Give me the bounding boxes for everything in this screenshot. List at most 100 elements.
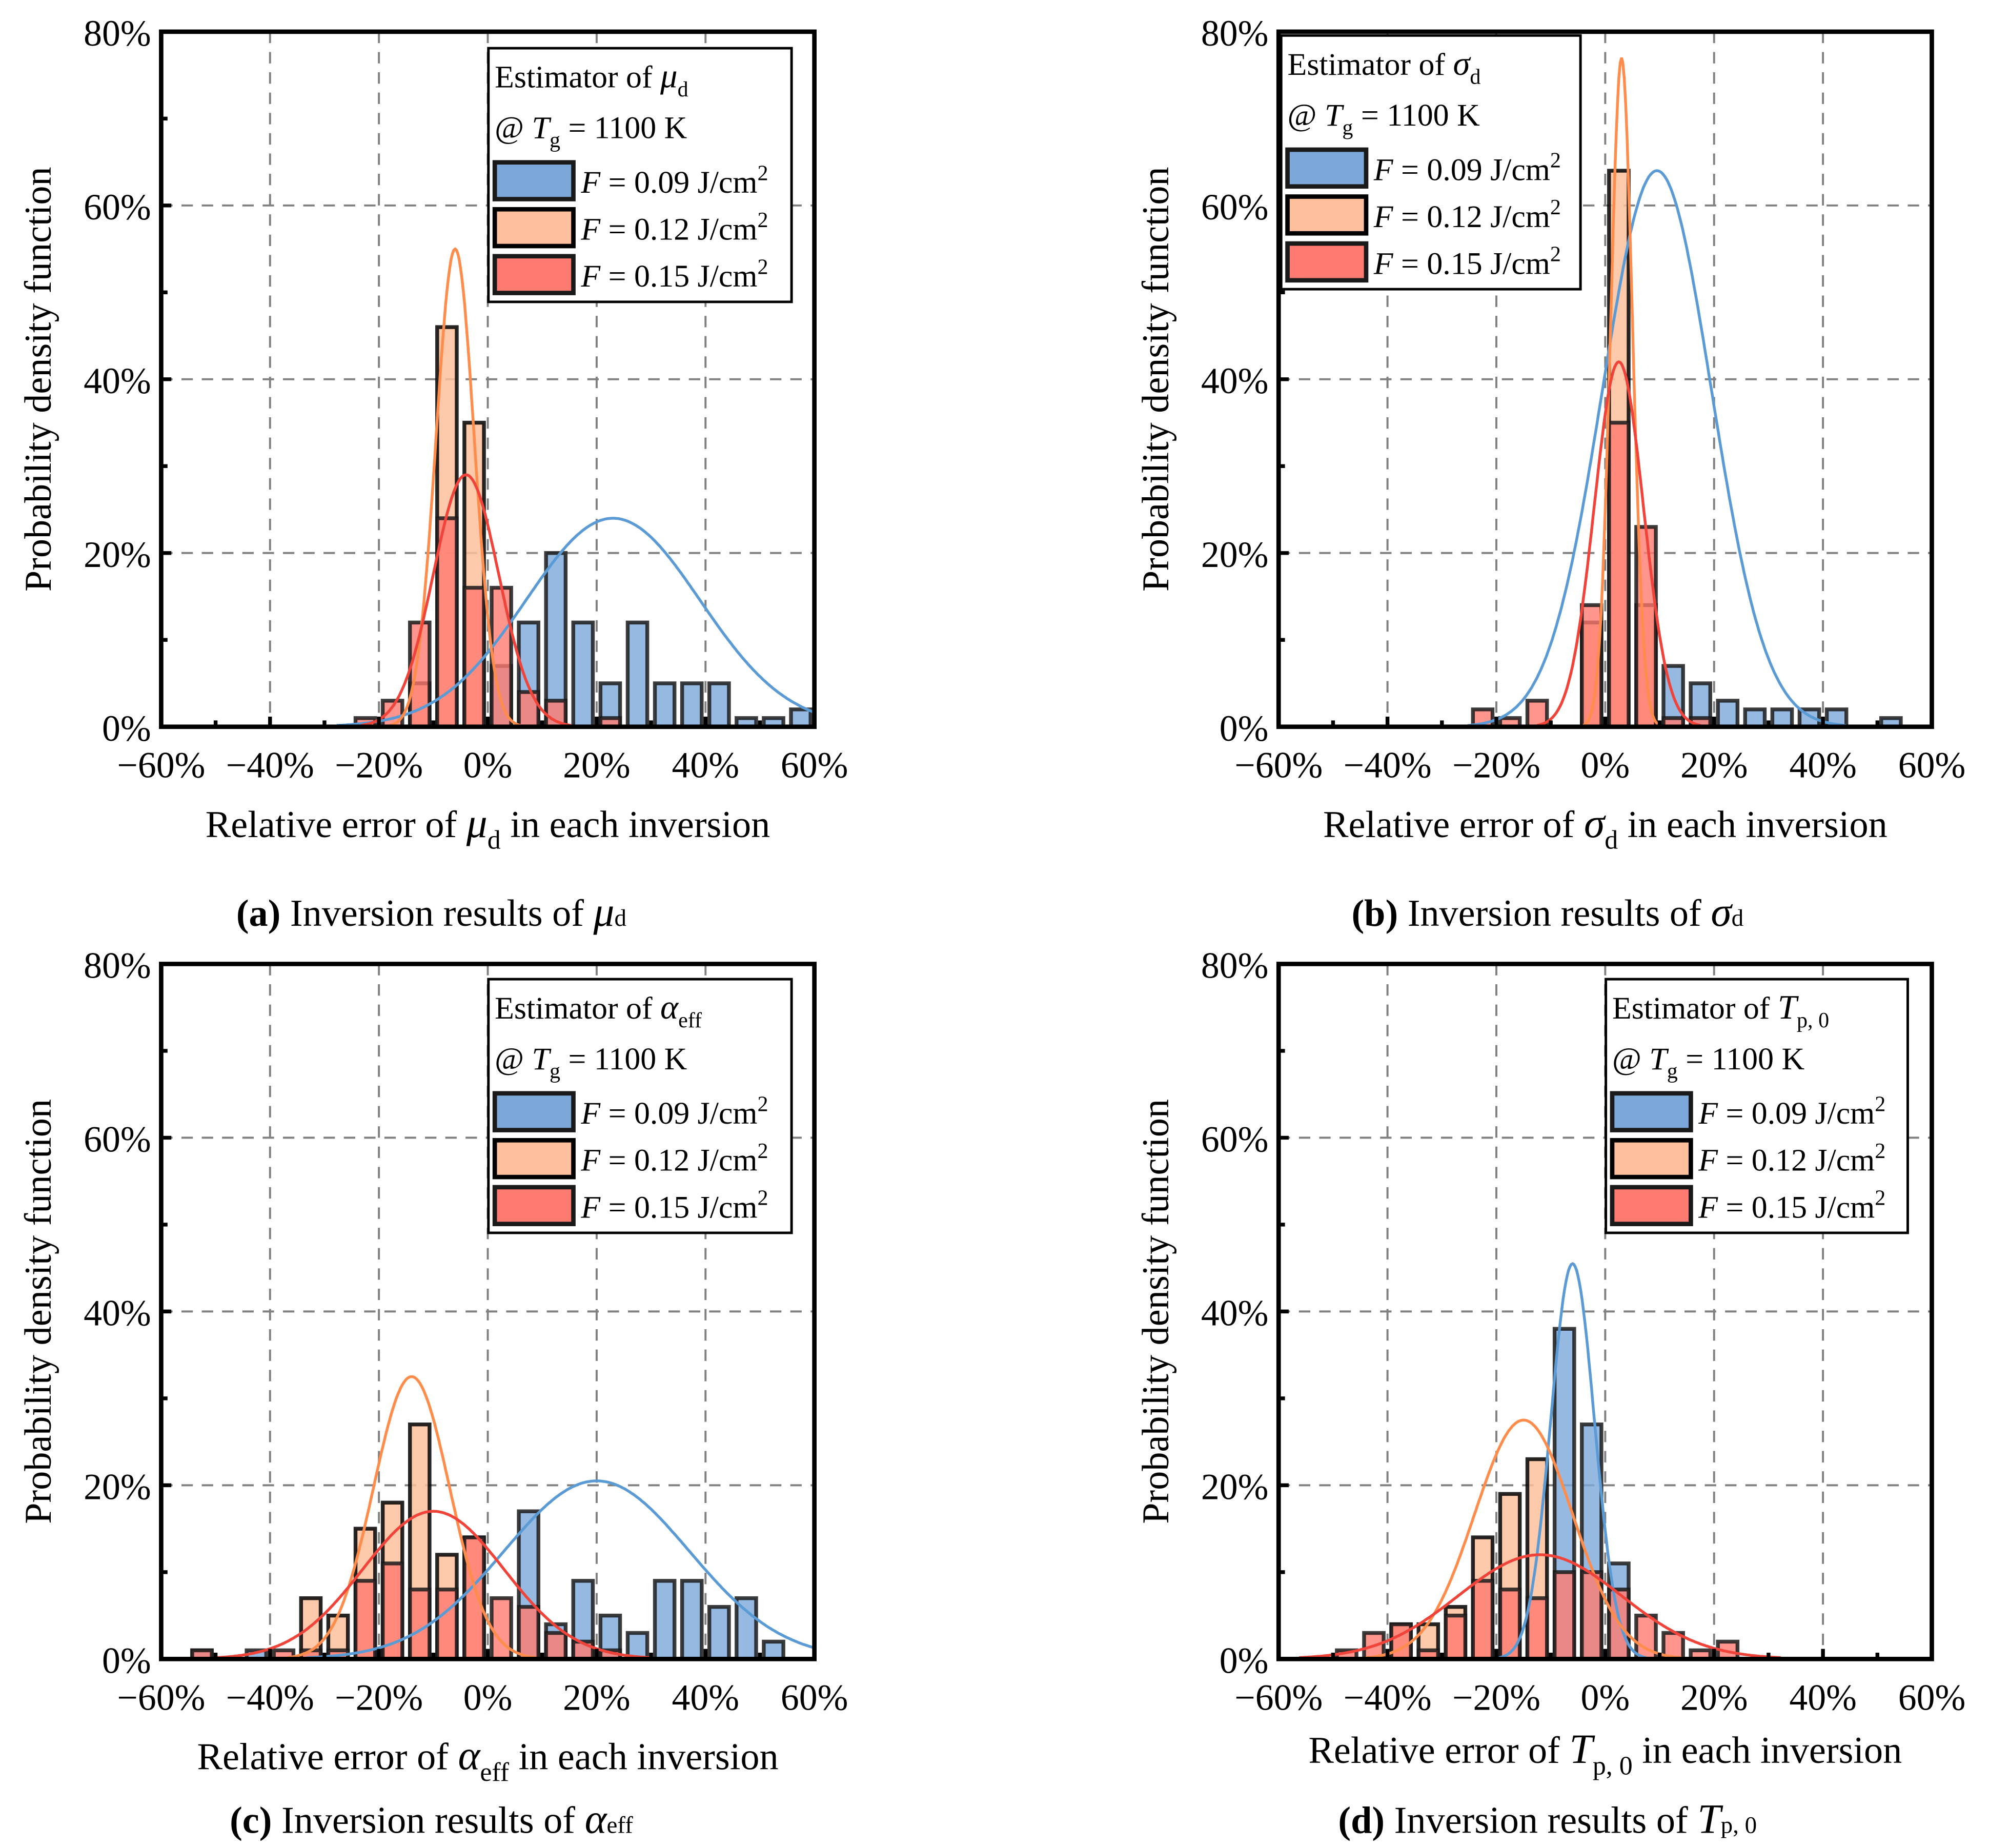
legend-entry: F = 0.09 J/cm2 [1373,149,1561,188]
legend-swatch [1285,241,1369,283]
legend-entry-value: = 0.09 J/cm [600,165,757,200]
legend-cond-prefix: @ [1612,1042,1649,1077]
y-tick-label: 40% [1201,360,1269,401]
axis-label-text: in each inversion [509,1736,779,1778]
caption-letter: (d) [1338,1799,1385,1841]
caption-symbol: σ [1711,888,1733,935]
histogram-bar [707,681,731,729]
legend-entry: F = 0.12 J/cm2 [580,209,768,247]
caption-text: Inversion results of [280,892,593,935]
x-tick-label: 40% [1789,1677,1857,1718]
legend-entry-symbol: F [580,165,601,200]
axis-symbol: α [458,1732,481,1779]
y-tick-label: 80% [1201,945,1269,986]
legend-entry-superscript: 2 [757,255,768,279]
legend-entry-superscript: 2 [1550,243,1561,267]
y-axis-label: Probability density function [17,167,59,592]
x-tick-label: −40% [1344,745,1432,786]
legend-entry-symbol: F [1698,1190,1718,1225]
legend-entry-superscript: 2 [1550,196,1561,219]
caption-subscript: eff [606,1812,633,1838]
histogram-bar [517,690,540,729]
legend-condition: @ Tg = 1100 K [1612,1042,1805,1083]
x-tick-label: −60% [117,1677,205,1718]
legend-entry-value: = 0.15 J/cm [600,1190,757,1225]
legend-symbol: σ [1453,45,1471,83]
legend: Estimator of σd @ Tg = 1100 K F = 0.09 J/c… [1280,34,1582,291]
chart-panel-c: −60% −40% −20% 0% 20% 40% 60% 0% 20% 40% 60% 80% Pro… [17,945,848,1842]
caption-text: Inversion results of [1398,892,1711,935]
caption-symbol: μ [593,888,615,935]
legend-entry-value: = 0.09 J/cm [600,1096,757,1131]
histogram-bar [680,1579,704,1661]
x-tick-label: −40% [226,1677,314,1718]
fit-curve [287,1375,536,1659]
legend-swatch [492,1091,576,1132]
x-axis-label: Relative error of σd in each inversion [1323,800,1887,855]
legend-swatch [492,207,576,249]
legend-symbol: T [1778,988,1799,1026]
histogram-bar [490,1596,513,1661]
x-tick-label: 60% [1898,1677,1966,1718]
legend-entry: F = 0.12 J/cm2 [1373,196,1561,234]
legend-subscript: d [678,78,688,101]
caption-text: Inversion results of [1385,1799,1697,1841]
legend-entry-value: = 0.15 J/cm [600,259,757,294]
legend-entry-superscript: 2 [757,1140,768,1163]
legend-entry-superscript: 2 [1875,1187,1885,1210]
histogram-bar [762,1639,785,1661]
caption-text: Inversion results of [272,1799,584,1841]
caption-symbol: T [1697,1795,1723,1842]
legend-entry-value: = 0.12 J/cm [600,1143,757,1178]
histogram-bar [1770,707,1794,729]
panel-caption: (c) Inversion results of αeff [230,1795,633,1842]
legend-title: Estimator of σd [1288,45,1481,89]
histogram-bar [353,1579,377,1661]
y-tick-label: 40% [84,1293,151,1334]
legend-cond-value: = 1100 K [1678,1042,1805,1077]
legend-condition: @ Tg = 1100 K [1288,98,1480,139]
y-tick-label: 0% [1220,1640,1269,1681]
x-tick-label: 0% [463,745,513,786]
histogram-bar [1552,1570,1576,1661]
caption-letter: (c) [230,1799,272,1841]
legend: Estimator of μd @ Tg = 1100 K F = 0.09 J/c… [487,47,793,303]
histogram-bar [653,1579,677,1661]
y-tick-label: 20% [84,534,151,575]
histogram-bar [653,681,677,729]
x-tick-label: 40% [672,745,740,786]
y-tick-label: 80% [84,945,151,986]
legend-cond-prefix: @ [495,1042,532,1077]
y-tick-label: 60% [1201,1119,1269,1160]
histogram-bar [408,1588,432,1661]
y-tick-label: 0% [102,708,151,749]
panel-caption: (b) Inversion results of σd [1351,888,1743,935]
legend-entry-symbol: F [1698,1143,1718,1178]
legend-entry-symbol: F [1373,152,1394,187]
fit-curve [307,1479,815,1659]
legend-title-text: Estimator of [495,60,660,95]
histogram-bar [789,707,813,729]
legend-swatch [1610,1138,1693,1180]
legend-entry-superscript: 2 [1875,1092,1885,1116]
legend-cond-value: = 1100 K [560,111,687,146]
caption-subscript: p, 0 [1721,1812,1757,1838]
legend-swatch [1610,1091,1693,1132]
y-tick-label: 80% [1201,13,1269,54]
legend-title: Estimator of μd [495,57,688,101]
legend-entry-value: = 0.09 J/cm [1393,152,1550,187]
x-axis-label: Relative error of αeff in each inversion [197,1732,778,1787]
legend-cond-value: = 1100 K [560,1042,687,1077]
histogram-bar [462,585,486,729]
fit-curve [1365,1418,1682,1659]
x-tick-label: −40% [1344,1677,1432,1718]
x-tick-label: −60% [1234,1677,1323,1718]
legend-entry-value: = 0.15 J/cm [1393,246,1550,281]
fit-curve [1582,57,1660,727]
caption-subscript: d [615,905,626,931]
legend-cond-subscript: g [1667,1060,1678,1083]
legend-entry-superscript: 2 [757,1187,768,1210]
histogram-bar [1607,420,1631,729]
x-axis-label: Relative error of Tp, 0 in each inversio… [1308,1725,1902,1780]
histogram-bar [544,1631,568,1661]
